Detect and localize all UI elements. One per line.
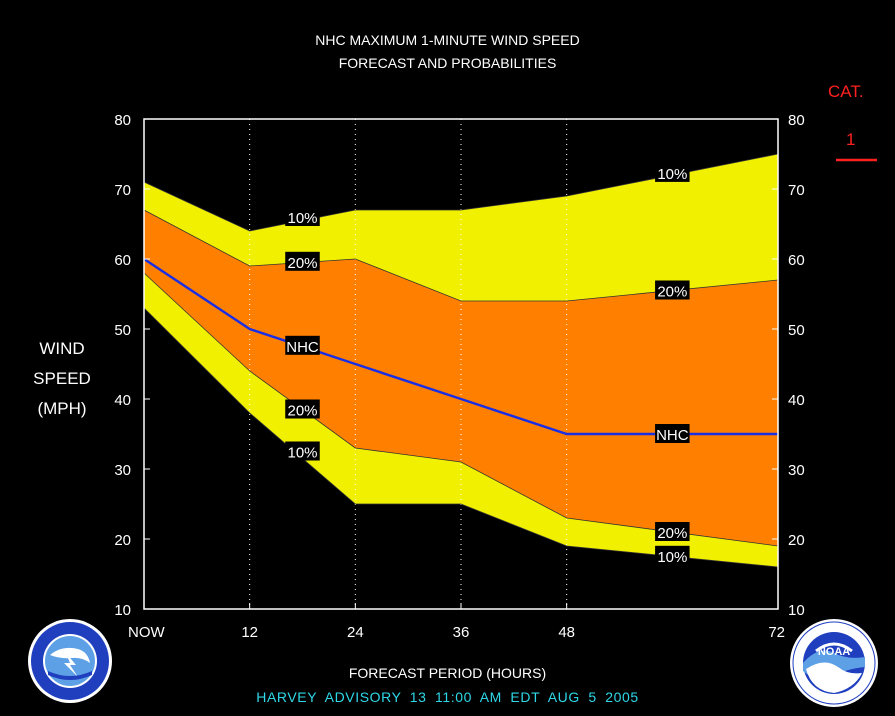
- x-tick-label-NOW: NOW: [128, 624, 166, 641]
- category-label: CAT.: [828, 82, 864, 101]
- y-tick-label-left-80: 80: [114, 112, 131, 129]
- curve-labels: 10% 20% NHC 20% 10% 10% 20% NHC 20% 10%: [285, 162, 690, 566]
- band-20-percent: [144, 210, 778, 546]
- nws-logo: [28, 619, 112, 703]
- curve-label-box-2: [285, 335, 320, 355]
- chart-title-line2: FORECAST AND PROBABILITIES: [338, 55, 557, 71]
- curve-label-box-7: [655, 424, 690, 443]
- advisory-footer: HARVEY ADVISORY 13 11:00 AM EDT AUG 5 20…: [256, 689, 639, 705]
- y-tick-label-left-50: 50: [114, 322, 131, 339]
- x-tick-label-12: 12: [241, 624, 258, 641]
- y-tick-label-right-50: 50: [788, 322, 805, 339]
- y-tick-label-right-20: 20: [788, 532, 805, 549]
- curve-label-7: NHC: [656, 427, 689, 444]
- curve-label-box-3: [285, 399, 320, 419]
- category-value: 1: [846, 130, 856, 149]
- curve-label-box-6: [655, 280, 690, 300]
- y-axis-label-line2: SPEED: [33, 369, 91, 388]
- y-tick-label-right-10: 10: [788, 602, 805, 619]
- curve-label-8: 20%: [657, 525, 687, 542]
- y-tick-label-left-30: 30: [114, 462, 131, 479]
- y-tick-label-left-20: 20: [114, 532, 131, 549]
- x-tick-label-72: 72: [768, 624, 785, 641]
- y-tick-label-right-60: 60: [788, 252, 805, 269]
- y-axis-label-line1: WIND: [39, 339, 85, 358]
- probability-bands: [144, 154, 778, 567]
- curve-label-2: NHC: [286, 339, 319, 356]
- curve-label-box-1: [285, 251, 320, 271]
- y-tick-label-right-40: 40: [788, 392, 805, 409]
- y-axis-label-line3: (MPH): [37, 399, 87, 418]
- chart-title-line1: NHC MAXIMUM 1-MINUTE WIND SPEED: [315, 32, 580, 48]
- x-tick-label-24: 24: [347, 624, 364, 641]
- curve-label-5: 10%: [657, 166, 687, 183]
- series-lines: [143, 153, 779, 568]
- y-tick-label-right-80: 80: [788, 112, 805, 129]
- curve-label-1: 20%: [287, 255, 317, 272]
- curve-label-9: 10%: [657, 549, 687, 566]
- series-boundary-3: [143, 272, 779, 547]
- y-tick-label-left-40: 40: [114, 392, 131, 409]
- series-boundary-4: [143, 307, 779, 568]
- curve-label-box-5: [655, 162, 690, 182]
- nhc-forecast-line: [143, 257, 778, 436]
- series-boundary-0: [143, 153, 779, 232]
- x-tick-label-36: 36: [453, 624, 470, 641]
- curve-label-0: 10%: [287, 210, 317, 227]
- x-tick-label-48: 48: [558, 624, 575, 641]
- y-tick-label-left-10: 10: [114, 602, 131, 619]
- curve-label-3: 20%: [287, 403, 317, 420]
- y-tick-label-left-60: 60: [114, 252, 131, 269]
- curve-label-box-0: [285, 207, 320, 226]
- x-axis-title: FORECAST PERIOD (HOURS): [348, 665, 547, 681]
- curve-label-6: 20%: [657, 284, 687, 301]
- noaa-logo: NOAA: [790, 619, 878, 707]
- svg-text:NOAA: NOAA: [818, 646, 850, 658]
- curve-label-box-8: [655, 522, 690, 541]
- curve-label-4: 10%: [287, 445, 317, 462]
- y-tick-label-right-30: 30: [788, 462, 805, 479]
- curve-label-box-9: [655, 545, 690, 565]
- y-tick-label-left-70: 70: [114, 182, 131, 199]
- curve-label-box-4: [285, 441, 320, 461]
- ext-label: EXT: [749, 585, 774, 600]
- axis-ticks: 10 10 20 20 30 30 40 40 50 50 60 60 70 70 80 80 NOW 12 24 3…: [114, 112, 804, 641]
- series-boundary-1: [143, 209, 779, 302]
- y-tick-label-right-70: 70: [788, 182, 805, 199]
